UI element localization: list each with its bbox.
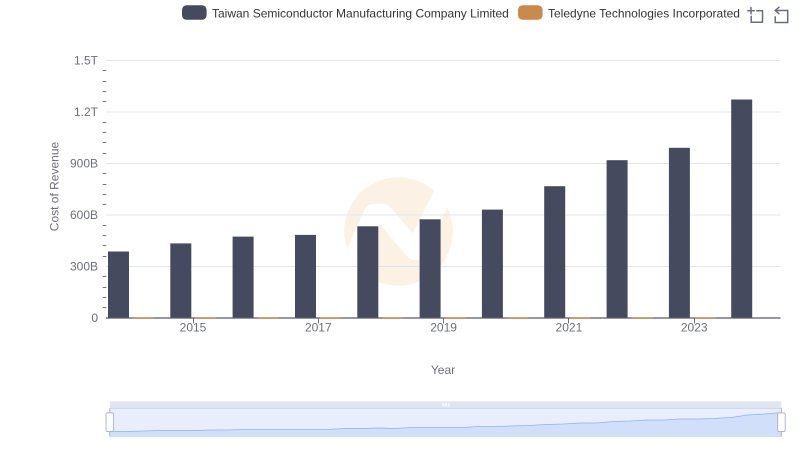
svg-text:0: 0 [91,311,98,325]
svg-text:2017: 2017 [305,321,332,335]
svg-text:2015: 2015 [180,321,207,335]
svg-text:2023: 2023 [681,321,708,335]
svg-text:300B: 300B [70,259,98,273]
svg-text:Taiwan Semiconductor Manufactu: Taiwan Semiconductor Manufacturing Compa… [212,7,509,21]
svg-text:Year: Year [431,363,455,377]
svg-text:2019: 2019 [430,321,457,335]
svg-text:Cost of Revenue: Cost of Revenue [48,141,62,231]
svg-text:1.2T: 1.2T [74,105,99,119]
svg-text:1.5T: 1.5T [74,53,99,67]
svg-text:2021: 2021 [556,321,583,335]
svg-text:900B: 900B [70,156,98,170]
svg-text:600B: 600B [70,208,98,222]
svg-text:Teledyne Technologies Incorpor: Teledyne Technologies Incorporated [548,7,740,21]
